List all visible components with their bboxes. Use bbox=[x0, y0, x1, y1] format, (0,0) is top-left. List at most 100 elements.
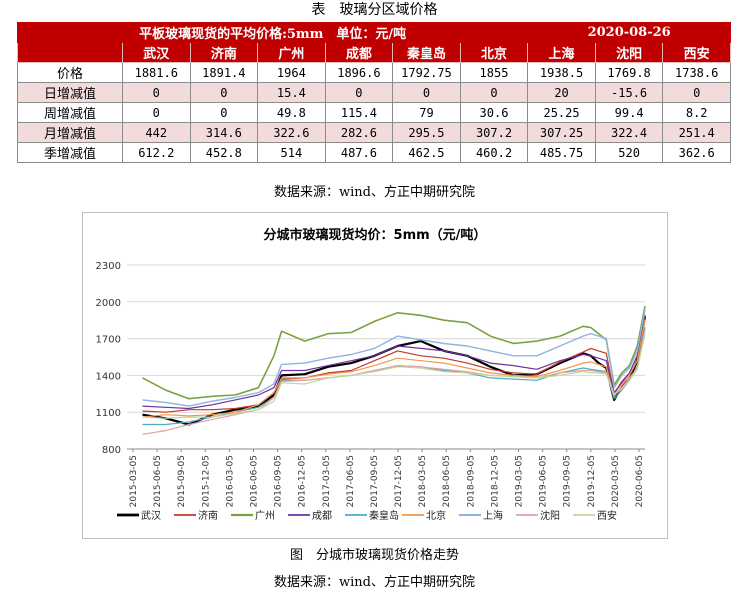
table-cell: 0 bbox=[189, 82, 259, 103]
x-tick-label: 2020-06-05 bbox=[635, 455, 645, 507]
column-header: 上海 bbox=[527, 42, 596, 63]
y-tick-label: 800 bbox=[102, 445, 121, 456]
table-cell: -15.6 bbox=[594, 82, 664, 103]
y-tick-label: 2300 bbox=[96, 261, 121, 272]
legend-label: 成都 bbox=[312, 510, 332, 522]
table-cell: 322.4 bbox=[594, 122, 664, 143]
price-table: 平板玻璃现货的平均价格:5mm 单位：元/吨 2020-08-26 武汉 济南 … bbox=[16, 22, 731, 163]
table-cell: 1896.6 bbox=[324, 62, 394, 83]
table-date: 2020-08-26 bbox=[527, 22, 731, 43]
table-cell: 452.8 bbox=[189, 142, 259, 163]
row-label: 季增减值 bbox=[17, 142, 123, 163]
table-cell: 0 bbox=[122, 102, 191, 123]
table-caption: 表 玻璃分区域价格 bbox=[311, 2, 438, 18]
legend-label: 上海 bbox=[483, 509, 503, 522]
y-tick-label: 1700 bbox=[96, 335, 121, 346]
column-header: 北京 bbox=[459, 42, 529, 63]
chart-frame: 分城市玻璃现货均价：5mm（元/吨） 800 1100 1400 1700 2000 23… bbox=[82, 212, 668, 539]
table-cell: 1881.6 bbox=[122, 62, 191, 83]
table-cell: 362.6 bbox=[662, 142, 731, 163]
legend-label: 沈阳 bbox=[540, 509, 560, 522]
y-tick-label: 1100 bbox=[96, 408, 121, 419]
legend-label: 武汉 bbox=[141, 509, 161, 522]
table-cell: 442 bbox=[122, 122, 191, 143]
x-tick-label: 2015-03-05 bbox=[129, 455, 139, 507]
legend-label: 北京 bbox=[426, 509, 446, 522]
chart-title: 分城市玻璃现货均价：5mm（元/吨） bbox=[264, 227, 487, 243]
table-row: 周增减值 0 0 49.8 115.4 79 30.6 25.25 99.4 8… bbox=[17, 102, 731, 123]
table-cell: 460.2 bbox=[459, 142, 529, 163]
column-header: 武汉 bbox=[122, 42, 191, 63]
x-tick-label: 2017-06-05 bbox=[346, 455, 356, 507]
x-axis: 2015-03-05 2015-06-05 2015-09-05 2015-12-05… bbox=[129, 449, 645, 507]
row-label: 日增减值 bbox=[17, 82, 123, 103]
column-header: 广州 bbox=[257, 42, 326, 63]
table-cell: 1964 bbox=[257, 62, 326, 83]
table-title-row: 平板玻璃现货的平均价格:5mm 单位：元/吨 2020-08-26 bbox=[16, 22, 731, 43]
table-row: 日增减值 0 0 15.4 0 0 0 20 -15.6 0 bbox=[17, 82, 731, 103]
x-tick-label: 2020-03-05 bbox=[611, 455, 621, 507]
x-tick-label: 2019-03-05 bbox=[515, 455, 525, 507]
x-tick-label: 2016-06-05 bbox=[249, 455, 259, 507]
table-cell: 115.4 bbox=[324, 102, 394, 123]
table-cell: 1855 bbox=[459, 62, 529, 83]
table-cell: 282.6 bbox=[324, 122, 394, 143]
x-tick-label: 2018-06-05 bbox=[442, 455, 452, 507]
x-tick-label: 2018-03-05 bbox=[418, 455, 428, 507]
column-header: 西安 bbox=[662, 42, 731, 63]
table-cell: 1792.75 bbox=[392, 62, 461, 83]
column-header: 济南 bbox=[189, 42, 259, 63]
table-cell: 1769.8 bbox=[594, 62, 664, 83]
table-cell: 322.6 bbox=[257, 122, 326, 143]
x-tick-label: 2015-12-05 bbox=[201, 455, 211, 507]
x-tick-label: 2019-12-05 bbox=[587, 455, 597, 507]
table-cell: 49.8 bbox=[257, 102, 326, 123]
table-cell: 0 bbox=[189, 102, 259, 123]
table-cell: 1938.5 bbox=[527, 62, 596, 83]
y-tick-label: 1400 bbox=[96, 371, 121, 382]
x-tick-label: 2016-09-05 bbox=[274, 455, 284, 507]
table-row: 月增减值 442 314.6 322.6 282.6 295.5 307.2 3… bbox=[17, 122, 731, 143]
table-cell: 485.75 bbox=[527, 142, 596, 163]
row-label: 月增减值 bbox=[17, 122, 123, 143]
series-line bbox=[142, 309, 646, 407]
table-cell: 15.4 bbox=[257, 82, 326, 103]
series-line bbox=[142, 333, 646, 419]
x-tick-label: 2017-09-05 bbox=[370, 455, 380, 507]
column-header: 沈阳 bbox=[594, 42, 664, 63]
table-cell: 1738.6 bbox=[662, 62, 731, 83]
figure-source: 数据来源：wind、方正中期研究院 bbox=[274, 575, 475, 590]
table-cell: 487.6 bbox=[324, 142, 394, 163]
x-tick-label: 2015-09-05 bbox=[177, 455, 187, 507]
x-tick-label: 2015-06-05 bbox=[153, 455, 163, 507]
table-cell: 0 bbox=[392, 82, 461, 103]
table-cell: 0 bbox=[459, 82, 529, 103]
table-cell: 307.25 bbox=[527, 122, 596, 143]
table-cell: 520 bbox=[594, 142, 664, 163]
table-cell: 0 bbox=[122, 82, 191, 103]
table-cell: 251.4 bbox=[662, 122, 731, 143]
x-tick-label: 2018-09-05 bbox=[466, 455, 476, 507]
series-line bbox=[142, 315, 646, 413]
legend-label: 济南 bbox=[198, 509, 218, 522]
row-label: 周增减值 bbox=[17, 102, 123, 123]
table-row: 价格 1881.6 1891.4 1964 1896.6 1792.75 185… bbox=[17, 62, 731, 83]
row-label: 价格 bbox=[17, 62, 123, 83]
x-tick-label: 2017-12-05 bbox=[394, 455, 404, 507]
table-cell: 612.2 bbox=[122, 142, 191, 163]
series-line bbox=[142, 314, 646, 410]
table-cell: 462.5 bbox=[392, 142, 461, 163]
table-cell: 514 bbox=[257, 142, 326, 163]
table-cell: 79 bbox=[392, 102, 461, 123]
legend-label: 广州 bbox=[255, 510, 275, 522]
x-tick-label: 2016-03-05 bbox=[225, 455, 235, 507]
series-line bbox=[142, 319, 646, 418]
table-title: 平板玻璃现货的平均价格:5mm 单位：元/吨 bbox=[16, 22, 529, 43]
table-cell: 295.5 bbox=[392, 122, 461, 143]
legend-label: 秦皇岛 bbox=[369, 509, 399, 522]
table-header-row: 武汉 济南 广州 成都 秦皇岛 北京 上海 沈阳 西安 bbox=[17, 42, 731, 63]
table-cell: 20 bbox=[527, 82, 596, 103]
series-lines bbox=[142, 306, 647, 435]
x-tick-label: 2018-12-05 bbox=[490, 455, 500, 507]
table-source: 数据来源：wind、方正中期研究院 bbox=[274, 185, 475, 200]
